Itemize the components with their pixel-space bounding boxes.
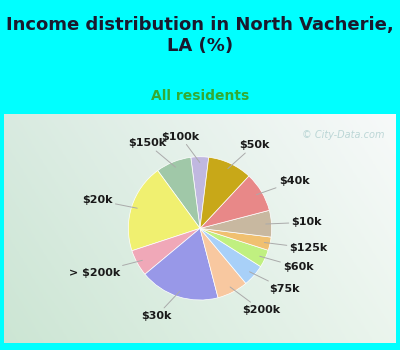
Wedge shape: [200, 157, 249, 228]
Text: $30k: $30k: [142, 291, 180, 321]
Wedge shape: [200, 228, 268, 267]
Text: $100k: $100k: [162, 132, 200, 162]
Text: $40k: $40k: [257, 176, 309, 195]
Wedge shape: [128, 170, 200, 251]
Wedge shape: [191, 157, 209, 228]
Text: $10k: $10k: [266, 217, 322, 227]
Text: Income distribution in North Vacherie,
LA (%): Income distribution in North Vacherie, L…: [6, 16, 394, 55]
Text: $50k: $50k: [228, 140, 269, 169]
Text: $20k: $20k: [82, 195, 137, 208]
Wedge shape: [200, 210, 272, 237]
Text: $125k: $125k: [264, 243, 328, 253]
Text: $60k: $60k: [260, 256, 314, 272]
Text: $75k: $75k: [250, 272, 300, 294]
Wedge shape: [145, 228, 218, 300]
Wedge shape: [200, 228, 271, 250]
Text: > $200k: > $200k: [68, 260, 142, 278]
Wedge shape: [200, 228, 261, 284]
Text: $200k: $200k: [230, 287, 280, 315]
Text: All residents: All residents: [151, 89, 249, 103]
Text: © City-Data.com: © City-Data.com: [302, 130, 384, 140]
Wedge shape: [132, 228, 200, 274]
Wedge shape: [200, 176, 269, 228]
Wedge shape: [200, 228, 246, 298]
Wedge shape: [158, 158, 200, 228]
Text: $150k: $150k: [128, 138, 176, 167]
